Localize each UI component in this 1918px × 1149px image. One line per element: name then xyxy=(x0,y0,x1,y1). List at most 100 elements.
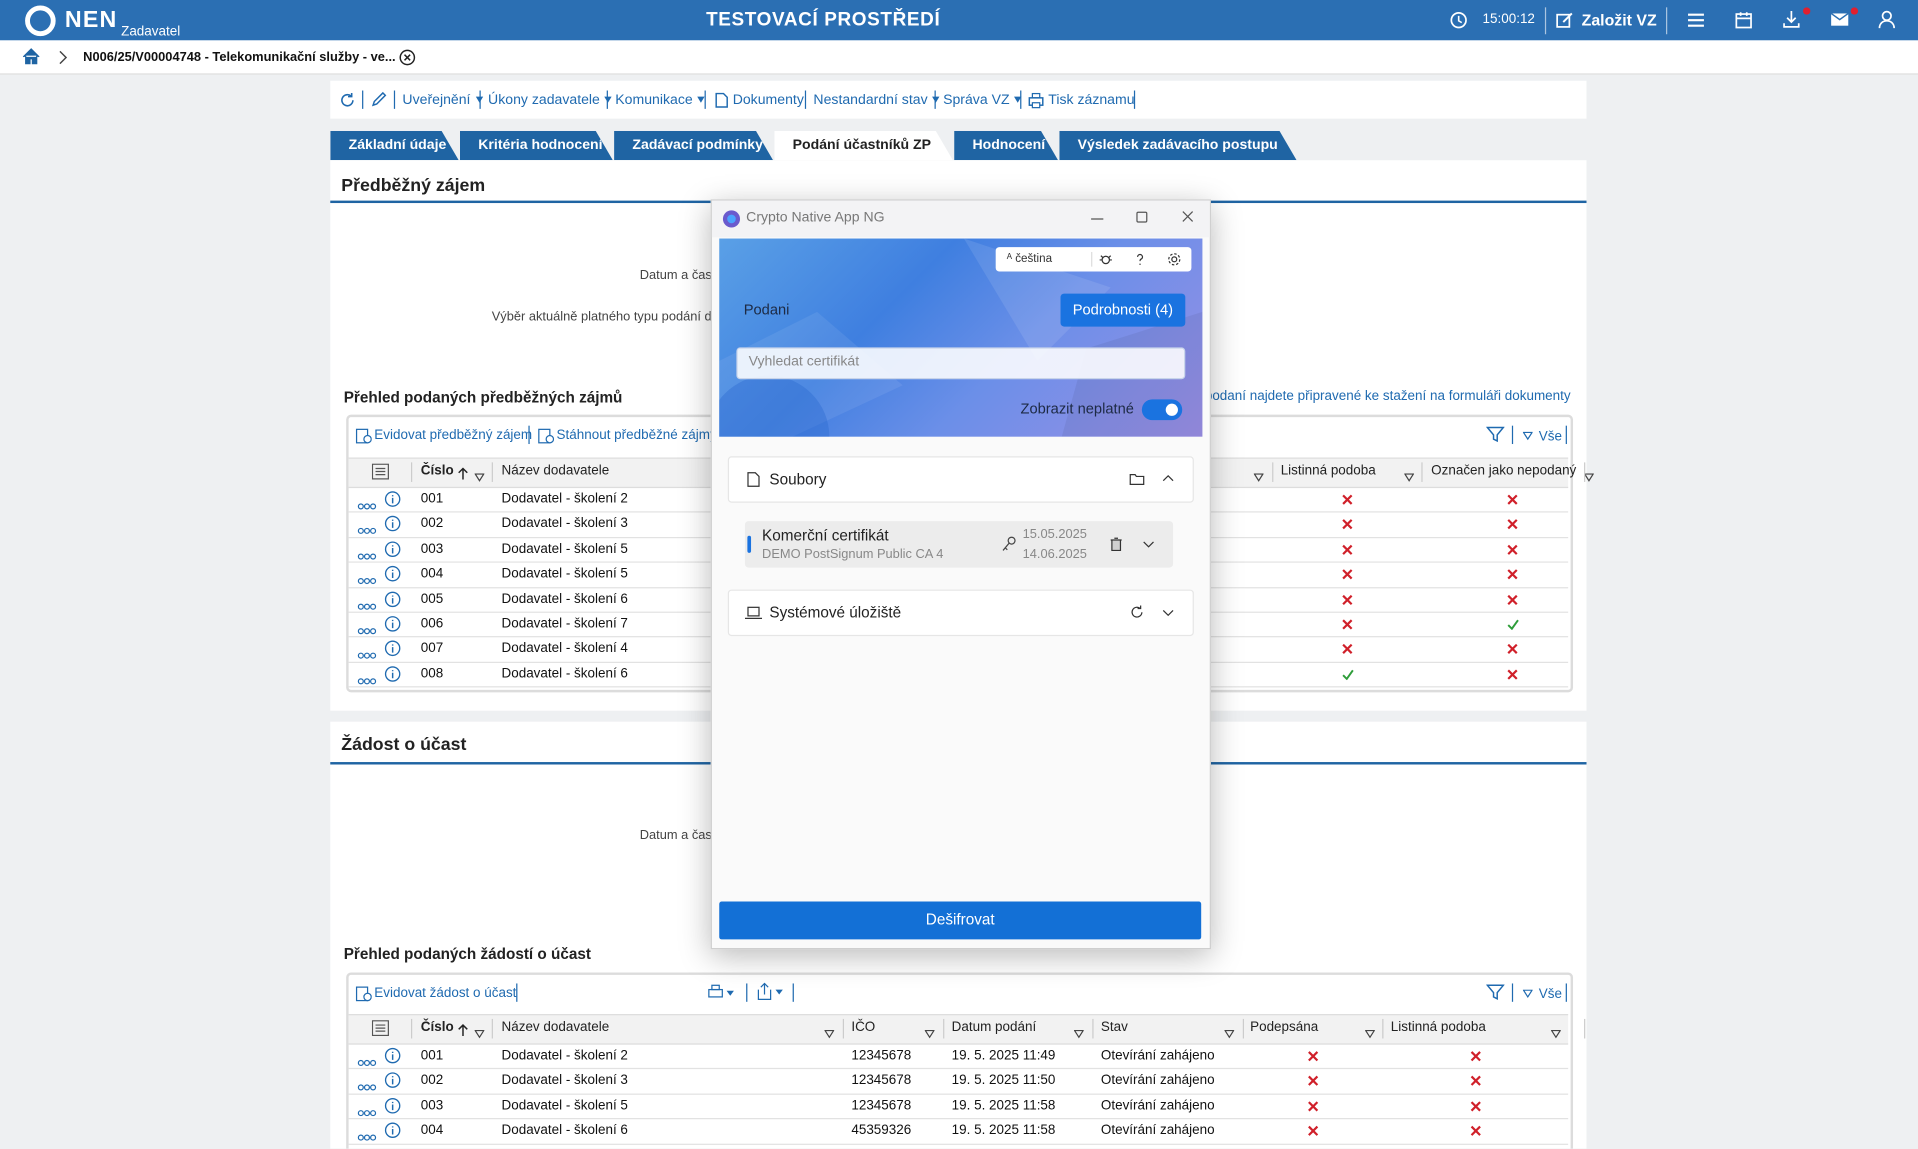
filter-toggle[interactable] xyxy=(1253,466,1265,488)
close-icon[interactable] xyxy=(399,49,416,66)
system-store-panel[interactable]: Systémové úložiště xyxy=(727,589,1194,637)
language-select[interactable]: ᴬ čeština xyxy=(1006,251,1053,266)
row-menu[interactable] xyxy=(357,669,377,691)
decrypt-button[interactable]: Dešifrovat xyxy=(719,901,1202,940)
table-action[interactable]: Evidovat předběžný zájem xyxy=(374,428,533,443)
row-info[interactable] xyxy=(384,590,401,613)
row-info[interactable] xyxy=(384,515,401,538)
filter-toggle[interactable] xyxy=(924,1023,936,1045)
row-menu[interactable] xyxy=(357,619,377,641)
mail-icon[interactable] xyxy=(1830,6,1859,29)
toolbar-item[interactable]: Dokumenty xyxy=(732,92,804,108)
row-info[interactable] xyxy=(384,640,401,663)
pencil-icon[interactable] xyxy=(371,91,388,108)
row-menu[interactable] xyxy=(357,544,377,566)
row-info[interactable] xyxy=(384,1097,401,1120)
row-info[interactable] xyxy=(384,665,401,688)
refresh-icon[interactable] xyxy=(1129,604,1145,620)
column-header[interactable]: Stav xyxy=(1100,1020,1128,1035)
breadcrumb-item[interactable]: N006/25/V00004748 - Telekomunikační služ… xyxy=(83,50,396,65)
print-icon[interactable] xyxy=(707,983,736,1001)
column-header[interactable]: Datum podání xyxy=(951,1020,1037,1035)
filter-all[interactable]: Vše xyxy=(1522,986,1562,1003)
calendar-icon[interactable] xyxy=(1735,11,1753,29)
column-settings[interactable] xyxy=(371,1020,389,1042)
row-menu[interactable] xyxy=(357,569,377,591)
column-header[interactable]: Označen jako nepodaný xyxy=(1431,463,1577,479)
filter-toggle[interactable] xyxy=(1583,466,1595,488)
filter-icon[interactable] xyxy=(1486,983,1505,1000)
column-settings[interactable] xyxy=(371,463,389,486)
row-menu[interactable] xyxy=(357,494,377,516)
folder-icon[interactable] xyxy=(1129,472,1145,487)
certificate-row[interactable]: Komerční certifikát DEMO PostSignum Publ… xyxy=(744,521,1174,568)
user-icon[interactable] xyxy=(1878,10,1896,30)
home-icon[interactable] xyxy=(22,48,40,65)
toolbar-item[interactable]: Úkony zadavatele xyxy=(488,92,612,109)
tab[interactable]: Kritéria hodnocení xyxy=(460,131,613,160)
minimize-button[interactable] xyxy=(1089,210,1106,227)
help-icon[interactable] xyxy=(1133,252,1148,267)
row-info[interactable] xyxy=(384,1122,401,1145)
column-header[interactable]: Číslo xyxy=(420,1020,454,1035)
menu-icon[interactable] xyxy=(1687,12,1705,28)
tab[interactable]: Hodnocení xyxy=(954,131,1058,160)
toggle-switch[interactable] xyxy=(1141,399,1183,421)
column-header[interactable]: Podepsána xyxy=(1250,1020,1319,1035)
toolbar-item[interactable]: Tisk záznamu xyxy=(1048,92,1135,108)
delete-icon[interactable] xyxy=(1109,537,1122,552)
row-menu[interactable] xyxy=(357,1126,377,1148)
toolbar-item[interactable]: Uveřejnění xyxy=(402,92,482,109)
row-info[interactable] xyxy=(384,540,401,563)
row-menu[interactable] xyxy=(357,1101,377,1123)
toolbar-item[interactable]: Komunikace xyxy=(615,92,705,109)
files-panel[interactable]: Soubory xyxy=(727,456,1194,503)
edit-icon[interactable] xyxy=(1556,11,1574,29)
filter-toggle[interactable] xyxy=(823,1023,835,1045)
expand-icon[interactable] xyxy=(1161,607,1176,619)
row-info[interactable] xyxy=(384,615,401,638)
table-action[interactable]: Stáhnout předběžné zájmy xyxy=(556,428,717,443)
row-info[interactable] xyxy=(384,565,401,588)
filter-toggle[interactable] xyxy=(1223,1023,1235,1045)
column-header[interactable]: Název dodavatele xyxy=(501,463,610,479)
details-button[interactable]: Podrobnosti (4) xyxy=(1060,293,1186,327)
column-header[interactable]: Číslo xyxy=(420,463,454,479)
expand-icon[interactable] xyxy=(1141,538,1156,550)
bug-icon[interactable] xyxy=(1098,252,1113,267)
tab[interactable]: Základní údaje xyxy=(330,131,458,160)
table-action[interactable]: Evidovat žádost o účast xyxy=(374,985,517,1001)
toolbar-item[interactable]: Správa VZ xyxy=(943,92,1022,109)
row-info[interactable] xyxy=(384,1047,401,1070)
settings-icon[interactable] xyxy=(1167,252,1182,267)
collapse-icon[interactable] xyxy=(1161,472,1176,484)
filter-toggle[interactable] xyxy=(1364,1023,1376,1045)
tab[interactable]: Výsledek zadávacího postupu xyxy=(1059,131,1296,160)
tab-active[interactable]: Podání účastníků ZP xyxy=(774,131,953,160)
refresh-icon[interactable] xyxy=(339,92,356,109)
filter-all[interactable]: Vše xyxy=(1522,428,1562,445)
search-input[interactable]: Vyhledat certifikát xyxy=(736,347,1186,380)
close-button[interactable] xyxy=(1179,208,1196,225)
row-menu[interactable] xyxy=(357,519,377,541)
filter-toggle[interactable] xyxy=(1403,466,1415,488)
toolbar-item[interactable]: Nestandardní stav xyxy=(813,92,939,109)
download-icon[interactable] xyxy=(1782,6,1811,29)
column-header[interactable]: IČO xyxy=(851,1020,876,1035)
column-header[interactable]: Název dodavatele xyxy=(501,1020,610,1035)
row-menu[interactable] xyxy=(357,594,377,616)
maximize-button[interactable] xyxy=(1134,208,1151,225)
row-menu[interactable] xyxy=(357,644,377,666)
row-info[interactable] xyxy=(384,1072,401,1095)
create-button[interactable]: Založit VZ xyxy=(1581,11,1657,30)
column-header[interactable]: Listinná podoba xyxy=(1280,463,1376,479)
filter-icon[interactable] xyxy=(1486,426,1505,443)
row-menu[interactable] xyxy=(357,1076,377,1098)
column-header[interactable]: Listinná podoba xyxy=(1390,1020,1486,1035)
tab[interactable]: Zadávací podmínky xyxy=(614,131,773,160)
filter-toggle[interactable] xyxy=(1073,1023,1085,1045)
row-menu[interactable] xyxy=(357,1051,377,1073)
row-info[interactable] xyxy=(384,491,401,514)
filter-toggle[interactable] xyxy=(474,466,485,488)
filter-toggle[interactable] xyxy=(1550,1023,1562,1045)
